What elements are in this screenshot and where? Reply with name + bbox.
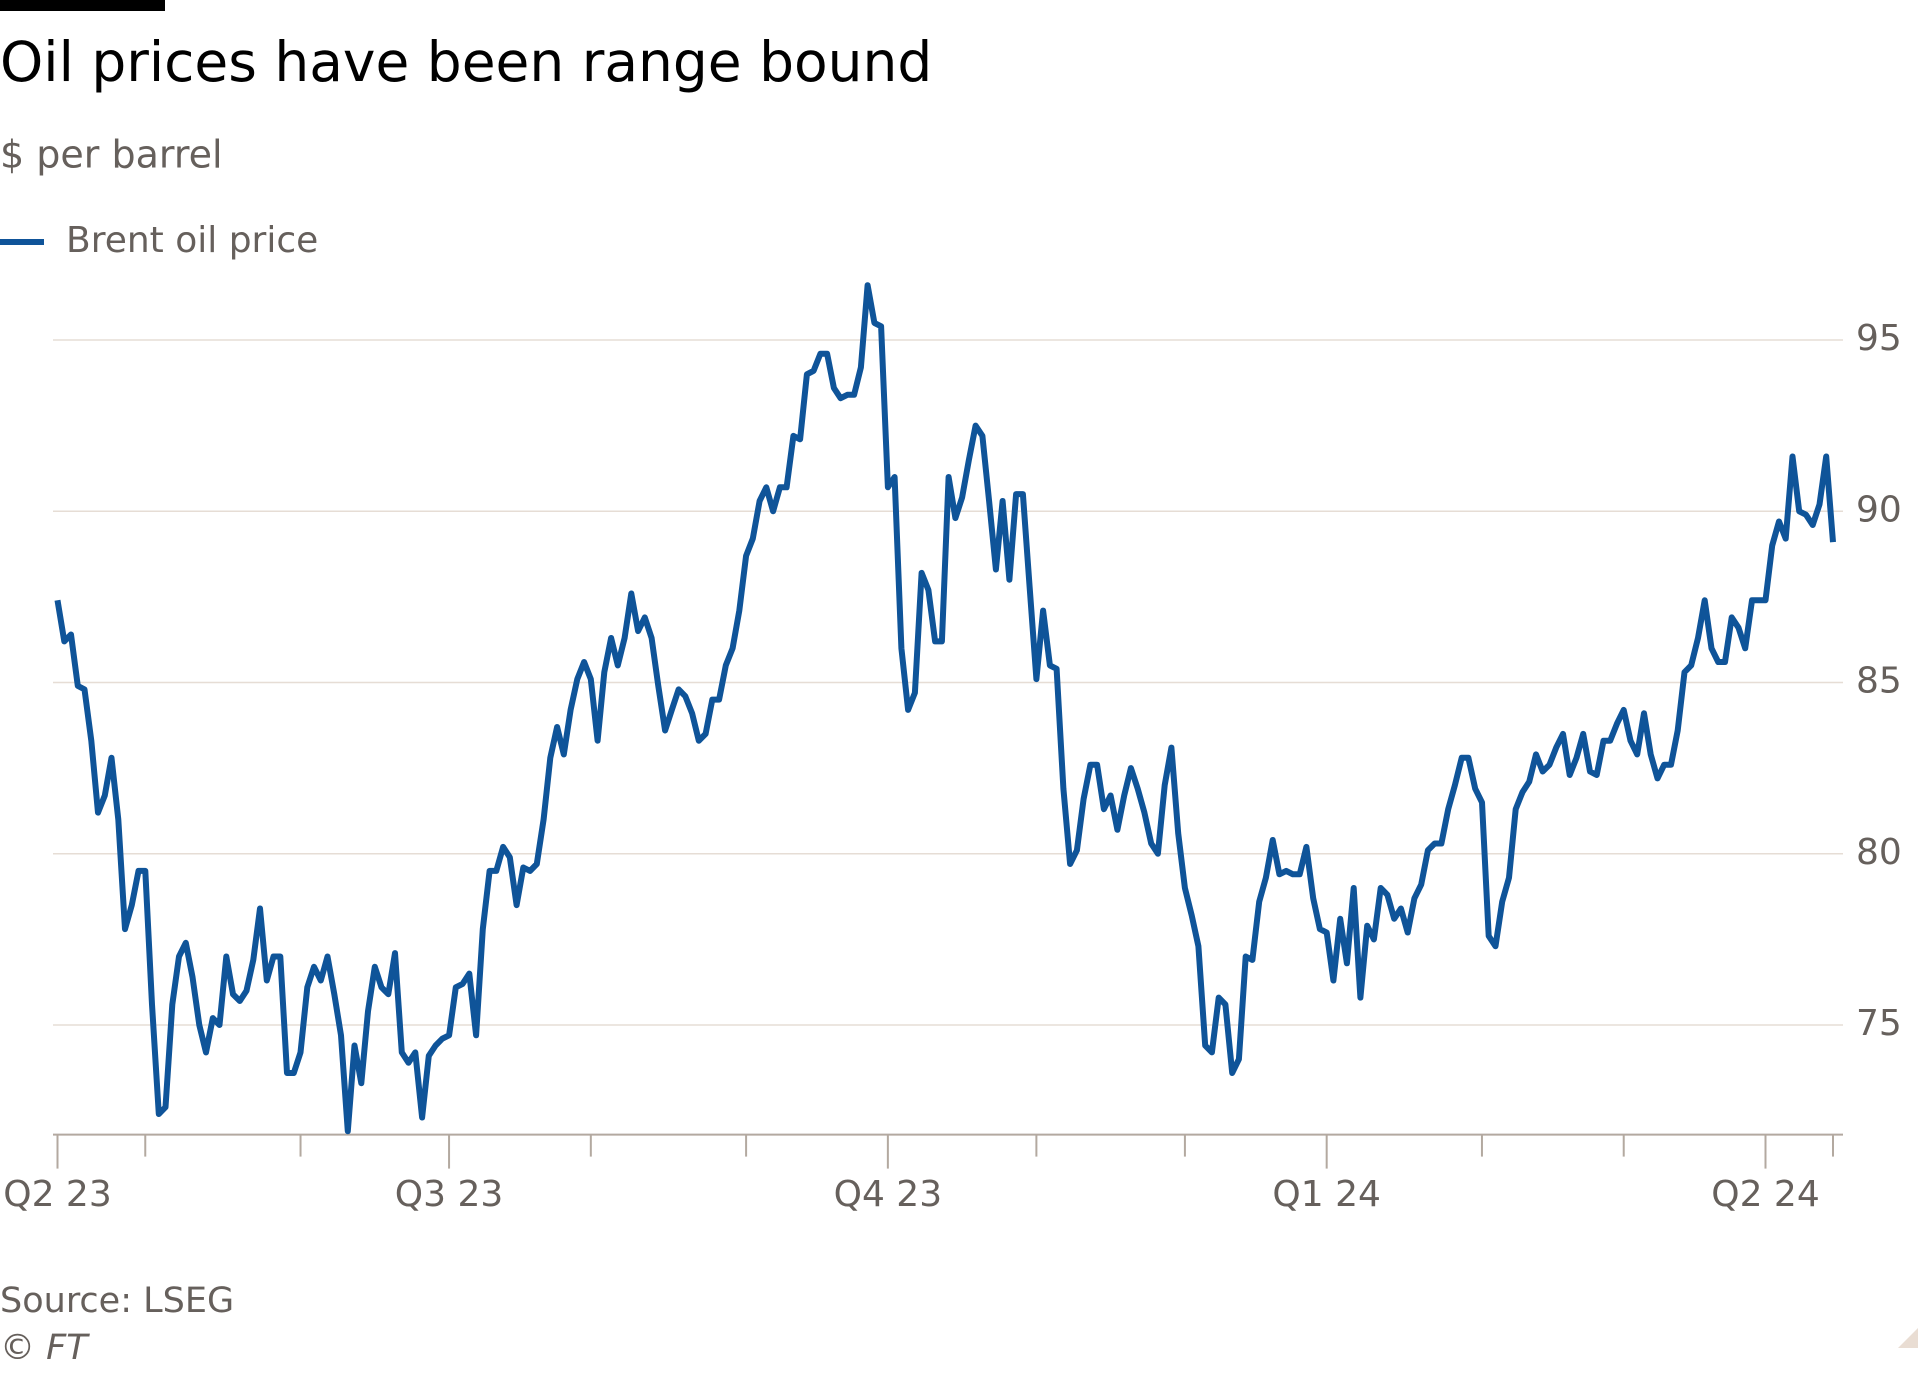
- y-tick-label: 75: [1856, 1003, 1902, 1044]
- legend-label: Brent oil price: [66, 220, 318, 261]
- y-tick-label: 90: [1856, 489, 1902, 530]
- credit: © FT: [0, 1328, 90, 1368]
- source: Source: LSEG: [0, 1281, 234, 1321]
- x-tick-label: Q3 23: [395, 1174, 504, 1215]
- line-series: [54, 282, 1836, 1135]
- x-tick-label: Q2 23: [3, 1174, 112, 1215]
- y-tick-label: 80: [1856, 832, 1902, 873]
- y-tick-label: 95: [1856, 318, 1902, 359]
- brand-bar: [0, 0, 165, 11]
- x-tick-label: Q4 23: [834, 1174, 943, 1215]
- chart-title: Oil prices have been range bound: [0, 30, 932, 94]
- x-tick-label: Q2 24: [1711, 1174, 1820, 1215]
- y-tick-label: 85: [1856, 661, 1902, 702]
- corner-mark: [1898, 1328, 1918, 1348]
- chart-subtitle: $ per barrel: [0, 133, 223, 177]
- x-tick-label: Q1 24: [1272, 1174, 1381, 1215]
